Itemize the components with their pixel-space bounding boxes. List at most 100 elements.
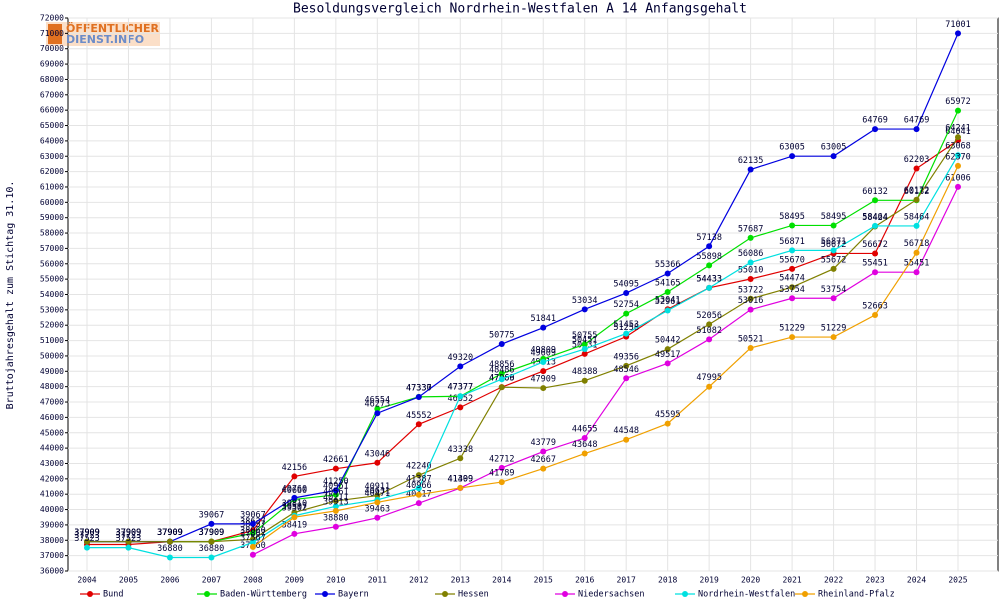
series-line	[87, 33, 959, 543]
legend-label: Nordrhein-Westfalen	[698, 590, 795, 600]
data-label: 47377	[447, 383, 473, 393]
data-label: 52754	[613, 300, 639, 310]
data-point	[291, 494, 298, 501]
y-tick-label: 68000	[40, 75, 64, 84]
y-tick-label: 40000	[40, 505, 64, 514]
data-label: 55366	[655, 260, 681, 270]
data-label: 53722	[738, 285, 764, 295]
series-line	[252, 186, 959, 556]
data-label: 47337	[406, 383, 432, 393]
data-label: 37909	[199, 528, 225, 538]
data-point	[913, 165, 920, 172]
data-point	[374, 410, 381, 417]
data-label: 37909	[74, 528, 100, 538]
data-point	[415, 500, 422, 507]
data-label: 43779	[530, 438, 556, 448]
data-point	[540, 465, 547, 472]
data-point	[208, 554, 215, 561]
x-tick-label: 2004	[77, 576, 96, 585]
data-label: 55010	[738, 265, 764, 275]
data-point	[457, 363, 464, 370]
data-point	[955, 107, 961, 114]
data-point	[249, 520, 256, 527]
y-tick-label: 48000	[40, 382, 64, 391]
legend-marker	[802, 591, 808, 597]
data-label: 39463	[365, 504, 391, 514]
data-label: 51453	[613, 320, 639, 330]
data-point	[623, 290, 630, 297]
data-label: 49809	[530, 345, 556, 355]
data-point	[789, 284, 796, 291]
data-point	[664, 270, 671, 277]
data-label: 62203	[904, 155, 930, 165]
y-tick-label: 62000	[40, 167, 64, 176]
data-label: 37523	[116, 534, 142, 544]
data-point	[747, 234, 754, 241]
data-label: 38419	[282, 520, 308, 530]
data-label: 41387	[406, 475, 432, 485]
y-tick-label: 41000	[40, 490, 64, 499]
data-point	[913, 196, 920, 203]
data-point	[415, 491, 422, 498]
data-point	[955, 183, 961, 190]
data-point	[664, 360, 671, 367]
data-point	[913, 222, 920, 229]
data-label: 37909	[116, 528, 142, 538]
data-point	[872, 312, 879, 319]
data-point	[291, 473, 298, 480]
data-point	[872, 269, 879, 276]
y-tick-label: 58000	[40, 229, 64, 238]
data-point	[789, 153, 796, 160]
data-label: 64769	[862, 116, 888, 126]
data-label: 42661	[323, 455, 349, 465]
legend-marker	[87, 591, 93, 597]
data-point	[623, 330, 630, 337]
data-point	[374, 492, 381, 499]
data-label: 52961	[655, 297, 681, 307]
data-point	[747, 306, 754, 313]
data-point	[623, 436, 630, 443]
data-point	[581, 341, 588, 348]
data-point	[457, 404, 464, 411]
y-tick-label: 52000	[40, 321, 64, 330]
data-point	[706, 262, 713, 269]
y-tick-label: 69000	[40, 60, 64, 69]
data-label: 40961	[323, 481, 349, 491]
y-tick-label: 45000	[40, 428, 64, 437]
data-label: 50775	[489, 331, 515, 341]
data-point	[208, 538, 215, 545]
x-tick-label: 2024	[907, 576, 926, 585]
x-tick-label: 2025	[948, 576, 967, 585]
data-point	[332, 487, 339, 494]
data-label: 37867	[240, 529, 266, 539]
data-point	[747, 344, 754, 351]
x-tick-label: 2013	[451, 576, 470, 585]
data-label: 43338	[447, 445, 473, 455]
data-point	[457, 455, 464, 462]
logo-text: DIENST.INFO	[66, 33, 144, 46]
data-label: 47330	[406, 383, 432, 393]
data-label: 64241	[945, 124, 971, 134]
data-label: 46554	[365, 395, 391, 405]
data-label: 37909	[157, 528, 183, 538]
data-point	[664, 420, 671, 427]
data-label: 60172	[904, 186, 930, 196]
y-tick-label: 64000	[40, 136, 64, 145]
series-line	[87, 139, 959, 546]
data-point	[84, 544, 90, 551]
data-point	[623, 310, 630, 317]
data-point	[706, 321, 713, 328]
y-tick-label: 43000	[40, 459, 64, 468]
y-tick-label: 50000	[40, 351, 64, 360]
data-point	[249, 551, 256, 558]
data-label: 48546	[613, 365, 639, 375]
data-label: 58495	[821, 212, 847, 222]
data-point	[374, 514, 381, 521]
data-point	[540, 324, 547, 331]
x-tick-label: 2007	[202, 576, 221, 585]
y-tick-label: 42000	[40, 474, 64, 483]
y-tick-label: 44000	[40, 444, 64, 453]
data-label: 37909	[199, 528, 225, 538]
data-point	[540, 368, 547, 375]
